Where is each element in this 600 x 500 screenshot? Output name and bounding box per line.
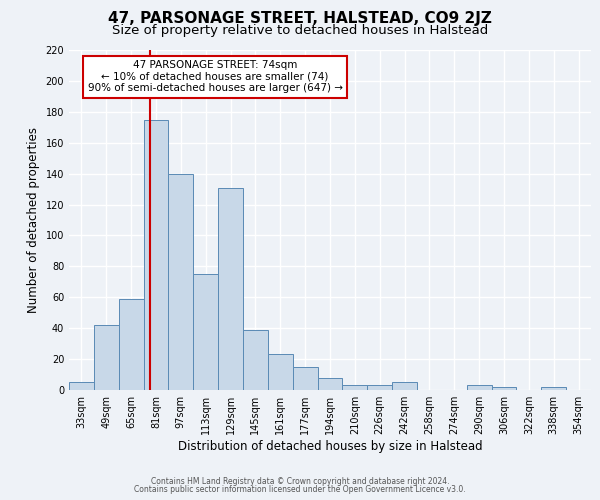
Bar <box>491 387 517 390</box>
Bar <box>243 330 268 390</box>
Bar <box>268 354 293 390</box>
Bar <box>541 387 566 390</box>
Bar <box>169 174 193 390</box>
Bar <box>367 386 392 390</box>
Bar <box>343 386 367 390</box>
Text: 47 PARSONAGE STREET: 74sqm
← 10% of detached houses are smaller (74)
90% of semi: 47 PARSONAGE STREET: 74sqm ← 10% of deta… <box>88 60 343 94</box>
Bar <box>69 382 94 390</box>
X-axis label: Distribution of detached houses by size in Halstead: Distribution of detached houses by size … <box>178 440 482 453</box>
Y-axis label: Number of detached properties: Number of detached properties <box>27 127 40 313</box>
Bar <box>467 386 491 390</box>
Bar <box>317 378 343 390</box>
Bar <box>293 367 317 390</box>
Bar <box>94 325 119 390</box>
Text: Size of property relative to detached houses in Halstead: Size of property relative to detached ho… <box>112 24 488 37</box>
Text: Contains HM Land Registry data © Crown copyright and database right 2024.: Contains HM Land Registry data © Crown c… <box>151 477 449 486</box>
Text: Contains public sector information licensed under the Open Government Licence v3: Contains public sector information licen… <box>134 485 466 494</box>
Bar <box>143 120 169 390</box>
Bar <box>119 299 143 390</box>
Text: 47, PARSONAGE STREET, HALSTEAD, CO9 2JZ: 47, PARSONAGE STREET, HALSTEAD, CO9 2JZ <box>108 11 492 26</box>
Bar <box>392 382 417 390</box>
Bar <box>193 274 218 390</box>
Bar <box>218 188 243 390</box>
